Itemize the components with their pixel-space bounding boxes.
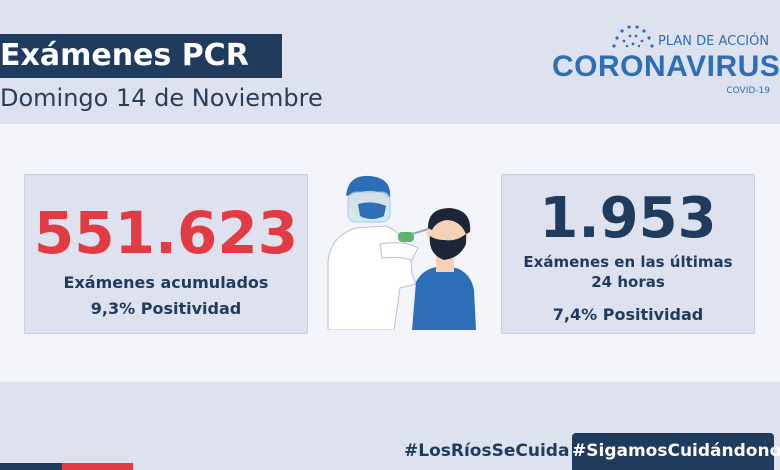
chile-flag-stripe: [0, 463, 133, 470]
cumulative-exams-value: 551.623: [33, 199, 299, 267]
last-24h-positivity: 7,4% Positividad: [552, 305, 704, 324]
page-title-text: Exámenes PCR: [0, 38, 249, 73]
pcr-swab-test-illustration: [327, 175, 476, 330]
cumulative-positivity: 9,3% Positividad: [90, 299, 242, 318]
last-24h-exams-card: 1.953 Exámenes en las últimas 24 horas 7…: [501, 174, 755, 334]
last-24h-exams-value: 1.953: [539, 186, 717, 251]
logo-name-text: CORONAVIRUS: [552, 50, 780, 83]
logo-covid-text: COVID-19: [726, 86, 770, 96]
last-24h-label-line2: 24 horas: [591, 273, 665, 291]
last-24h-label-line1: Exámenes en las últimas: [523, 253, 733, 271]
page-date: Domingo 14 de Noviembre: [0, 84, 323, 112]
hashtag-sigamos: #SigamosCuidándonos: [572, 433, 780, 470]
cumulative-exams-card: 551.623 Exámenes acumulados 9,3% Positiv…: [24, 174, 308, 334]
flag-blue-stripe: [0, 463, 62, 470]
virus-dots-icon: [612, 25, 654, 48]
coronavirus-plan-logo: PLAN DE ACCIÓN CORONAVIRUS COVID-19: [548, 24, 780, 96]
hashtag-los-rios: #LosRíosSeCuida: [404, 441, 570, 461]
logo-plan-text: PLAN DE ACCIÓN: [658, 34, 770, 49]
flag-red-stripe: [62, 463, 133, 470]
cumulative-exams-label: Exámenes acumulados: [63, 273, 269, 292]
page-title: Exámenes PCR: [0, 34, 282, 78]
